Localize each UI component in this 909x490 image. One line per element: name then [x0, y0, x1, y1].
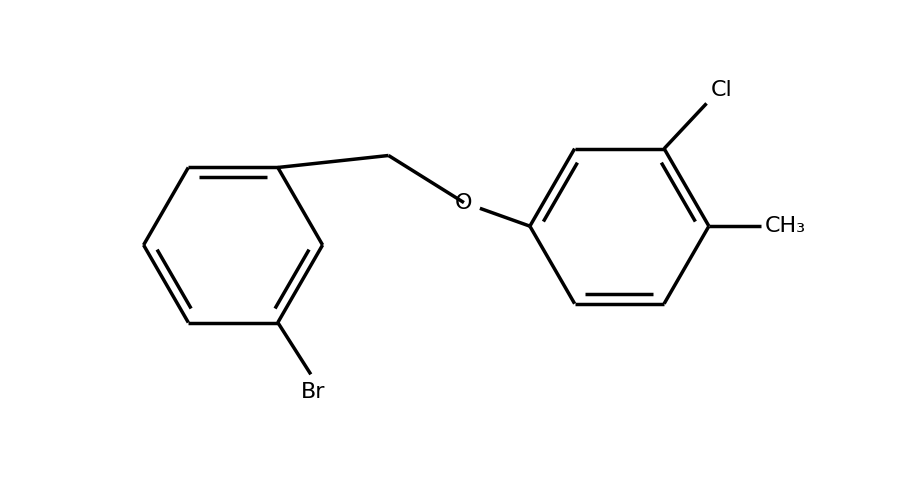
Text: O: O — [455, 193, 473, 213]
Text: Cl: Cl — [710, 80, 732, 99]
Text: CH₃: CH₃ — [764, 216, 805, 236]
Text: Br: Br — [301, 382, 325, 402]
